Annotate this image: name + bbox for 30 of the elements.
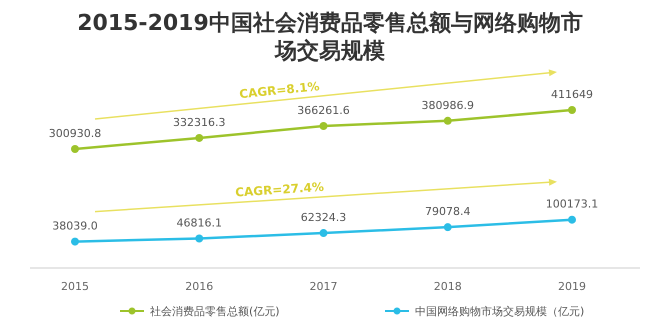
- point: [195, 134, 204, 142]
- point: [71, 145, 79, 153]
- point: [444, 116, 452, 125]
- data-label: 380986.9: [422, 98, 474, 112]
- data-label: 332316.3: [173, 116, 226, 129]
- x-tick-label: 2018: [434, 280, 462, 293]
- text: CAGR=8.1%: [238, 79, 320, 102]
- data-label: 300930.8: [48, 127, 102, 140]
- data-label: 366261.6: [297, 104, 350, 117]
- x-tick-label: 2017: [310, 280, 338, 293]
- data-label: 38039.0: [52, 220, 98, 233]
- point: [320, 229, 328, 238]
- annotation: CAGR=27.4%: [234, 180, 324, 200]
- legend-label: 社会消费品零售总额(亿元): [150, 305, 280, 318]
- chart-title: 2015-2019中国社会消费品零售总额与网络购物市场交易规模: [77, 10, 583, 64]
- legend-label: 中国网络购物市场交易规模（亿元): [415, 305, 584, 318]
- point: [320, 122, 328, 130]
- x-tick-label: 2016: [185, 280, 214, 293]
- point: [568, 216, 576, 224]
- point: [568, 106, 576, 114]
- point: [195, 234, 204, 243]
- point: [71, 238, 79, 246]
- data-label: 79078.4: [425, 205, 470, 218]
- data-label: 46816.1: [176, 216, 222, 230]
- data-label: 62324.3: [300, 211, 346, 224]
- x-tick-label: 2019: [558, 280, 586, 293]
- data-label: 100173.1: [546, 198, 598, 211]
- data-label: 411649: [551, 88, 593, 101]
- point: [444, 223, 452, 232]
- x-tick-label: 2015: [61, 280, 89, 293]
